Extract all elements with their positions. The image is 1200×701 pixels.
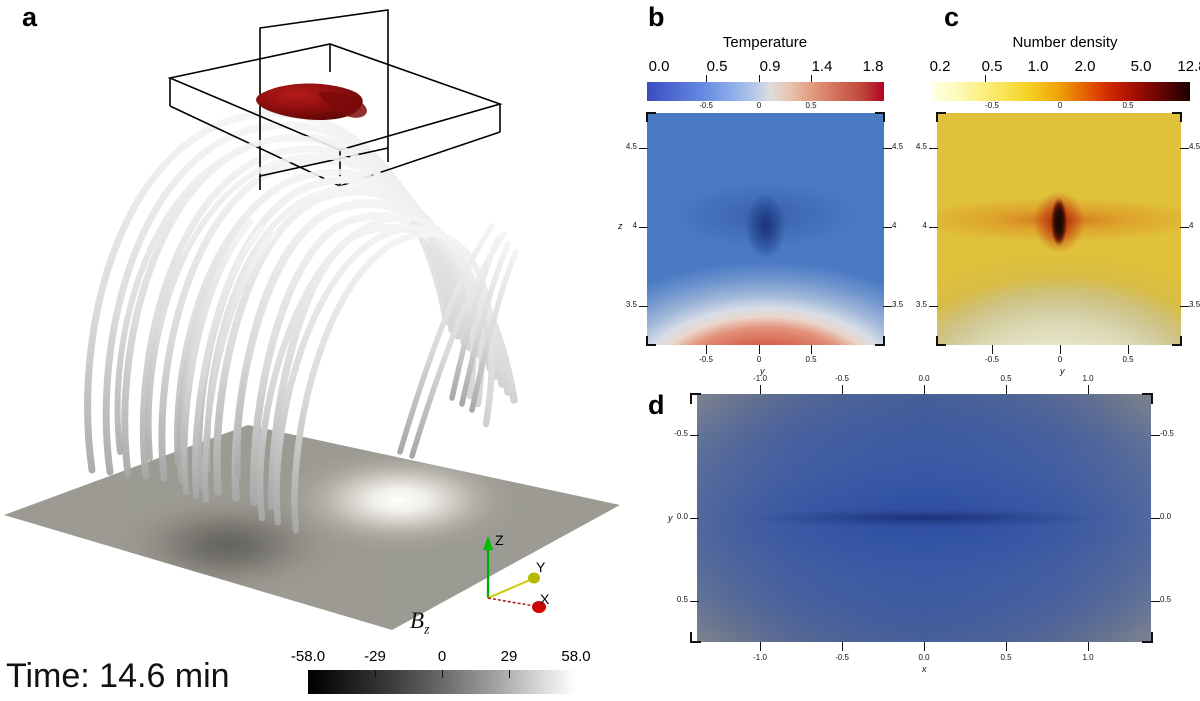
panel-b-xtick-top-2: 0.5 bbox=[805, 101, 817, 110]
bz-colorbar bbox=[308, 670, 576, 694]
panel-b-ytick-2: 3.5 bbox=[625, 300, 637, 309]
panel-c-xtick-top-2: 0.5 bbox=[1122, 101, 1134, 110]
panel-a-label: a bbox=[22, 2, 38, 32]
panel-c-xtick-1: 0 bbox=[1057, 355, 1063, 364]
panel-b-ylabel: z bbox=[618, 221, 623, 231]
panel-d-xtick-top-2: 0.0 bbox=[918, 374, 930, 383]
panel-c-ytick-r0: 4.5 bbox=[1189, 142, 1200, 151]
panel-b-xlabel: y bbox=[760, 366, 765, 376]
panel-b-frame bbox=[646, 112, 885, 346]
panel-d-ytick-r0: -0.5 bbox=[1160, 429, 1174, 438]
panel-c-xlabel: y bbox=[1060, 366, 1065, 376]
nd-tick-3: 2.0 bbox=[1074, 58, 1096, 75]
panel-d-ytick-1: 0.0 bbox=[676, 512, 688, 521]
panel-b-ytick-1: 4 bbox=[632, 221, 637, 230]
panel-b-ytick-r2: 3.5 bbox=[892, 300, 904, 309]
panel-b-label: b bbox=[648, 2, 665, 32]
panel-c-ytick-2: 3.5 bbox=[915, 300, 927, 309]
panel-b-temperature-map bbox=[647, 113, 884, 345]
panel-b-ytick-r0: 4.5 bbox=[892, 142, 904, 151]
panel-d-xtick-0: -1.0 bbox=[753, 653, 767, 662]
panel-d-xtick-top-1: -0.5 bbox=[835, 374, 849, 383]
panel-d-ylabel: y bbox=[668, 513, 673, 523]
panel-d-xtick-top-3: 0.5 bbox=[1000, 374, 1012, 383]
panel-b-xtick-top-1: 0 bbox=[756, 101, 762, 110]
temp-tick-4: 1.8 bbox=[862, 58, 884, 75]
axis-label-y: Y bbox=[536, 559, 546, 575]
field-lines-render bbox=[84, 9, 519, 534]
panel-c-colorbar bbox=[932, 75, 1190, 101]
panel-c-colorbar-title: Number density bbox=[1012, 34, 1118, 51]
panel-d-xlabel: x bbox=[922, 664, 927, 674]
bz-symbol: B bbox=[410, 608, 425, 633]
axis-label-z: Z bbox=[495, 532, 504, 548]
bz-subscript: z bbox=[424, 622, 430, 638]
panel-c-density-map bbox=[937, 113, 1181, 345]
panel-b-colorbar-title: Temperature bbox=[722, 34, 808, 51]
panel-c-upper-axis-ticklabels: -0.5 0 0.5 bbox=[932, 101, 1190, 113]
panel-d-xtick-1: -0.5 bbox=[835, 653, 849, 662]
panel-d-xtick-top-0: -1.0 bbox=[753, 374, 767, 383]
axes-orientation-indicator: Z Y X bbox=[483, 532, 550, 613]
nd-tick-1: 0.5 bbox=[981, 58, 1003, 75]
panel-d-label: d bbox=[648, 390, 665, 420]
panel-c-colorbar-ticklabels: 0.2 0.5 1.0 2.0 5.0 12.8 bbox=[929, 58, 1200, 75]
panel-d-xtick-2: 0.0 bbox=[918, 653, 930, 662]
panel-c-label: c bbox=[944, 2, 960, 32]
nd-tick-0: 0.2 bbox=[929, 58, 951, 75]
panel-c-xtick-2: 0.5 bbox=[1122, 355, 1134, 364]
panel-b-xtick-0: -0.5 bbox=[699, 355, 713, 364]
panel-b-xtick-2: 0.5 bbox=[805, 355, 817, 364]
bz-tick-2: 0 bbox=[437, 648, 447, 665]
panel-d-ytick-r2: 0.5 bbox=[1160, 595, 1172, 604]
field-line-group-front bbox=[114, 135, 519, 534]
panel-c-ytick-r2: 3.5 bbox=[1189, 300, 1200, 309]
panel-b-colorbar-ticklabels: 0.0 0.5 0.9 1.4 1.8 bbox=[645, 58, 885, 75]
current-sheet-isosurface bbox=[256, 83, 367, 120]
panel-d-ytick-0: -0.5 bbox=[674, 429, 688, 438]
panel-b-xtick-top-0: -0.5 bbox=[699, 101, 713, 110]
magnetogram-surface bbox=[0, 395, 620, 645]
bz-tick-3: 29 bbox=[500, 648, 518, 665]
panel-d-xtick-top-4: 1.0 bbox=[1082, 374, 1094, 383]
panel-d-xtick-3: 0.5 bbox=[1000, 653, 1012, 662]
bz-colorbar-ticklabels: -58.0 -29 0 29 58.0 bbox=[290, 648, 592, 665]
panel-c-ytick-r1: 4 bbox=[1189, 221, 1194, 230]
bz-tick-1: -29 bbox=[364, 648, 386, 665]
temp-tick-3: 1.4 bbox=[811, 58, 833, 75]
bz-tick-0: -58.0 bbox=[290, 648, 326, 665]
nd-tick-5: 12.8 bbox=[1177, 58, 1200, 75]
panel-d-ytick-r1: 0.0 bbox=[1160, 512, 1172, 521]
temp-tick-1: 0.5 bbox=[706, 58, 728, 75]
panel-c-ytick-0: 4.5 bbox=[915, 142, 927, 151]
panel-d-ytick-2: 0.5 bbox=[676, 595, 688, 604]
panel-c-ytick-1: 4 bbox=[922, 221, 927, 230]
panel-a: a bbox=[0, 2, 620, 695]
panel-b-colorbar bbox=[647, 75, 884, 101]
bz-colorbar-title: Bz bbox=[410, 608, 430, 639]
nd-tick-2: 1.0 bbox=[1027, 58, 1049, 75]
temp-tick-0: 0.0 bbox=[648, 58, 670, 75]
panel-b-xtick-1: 0 bbox=[756, 355, 762, 364]
panel-b-ytick-r1: 4 bbox=[892, 221, 897, 230]
panel-c-xtick-0: -0.5 bbox=[985, 355, 999, 364]
panel-d-horizontal-cut-map bbox=[697, 394, 1151, 642]
time-label: Time: 14.6 min bbox=[6, 657, 230, 695]
bz-tick-4: 58.0 bbox=[561, 648, 591, 665]
axis-label-x: X bbox=[540, 591, 550, 607]
panel-c-xtick-top-1: 0 bbox=[1057, 101, 1063, 110]
panel-b-upper-axis-ticklabels: -0.5 0 0.5 bbox=[647, 101, 884, 113]
panel-d-xtick-4: 1.0 bbox=[1082, 653, 1094, 662]
panel-c-xtick-top-0: -0.5 bbox=[985, 101, 999, 110]
panel-b-ytick-0: 4.5 bbox=[625, 142, 637, 151]
nd-tick-4: 5.0 bbox=[1130, 58, 1152, 75]
temp-tick-2: 0.9 bbox=[759, 58, 781, 75]
